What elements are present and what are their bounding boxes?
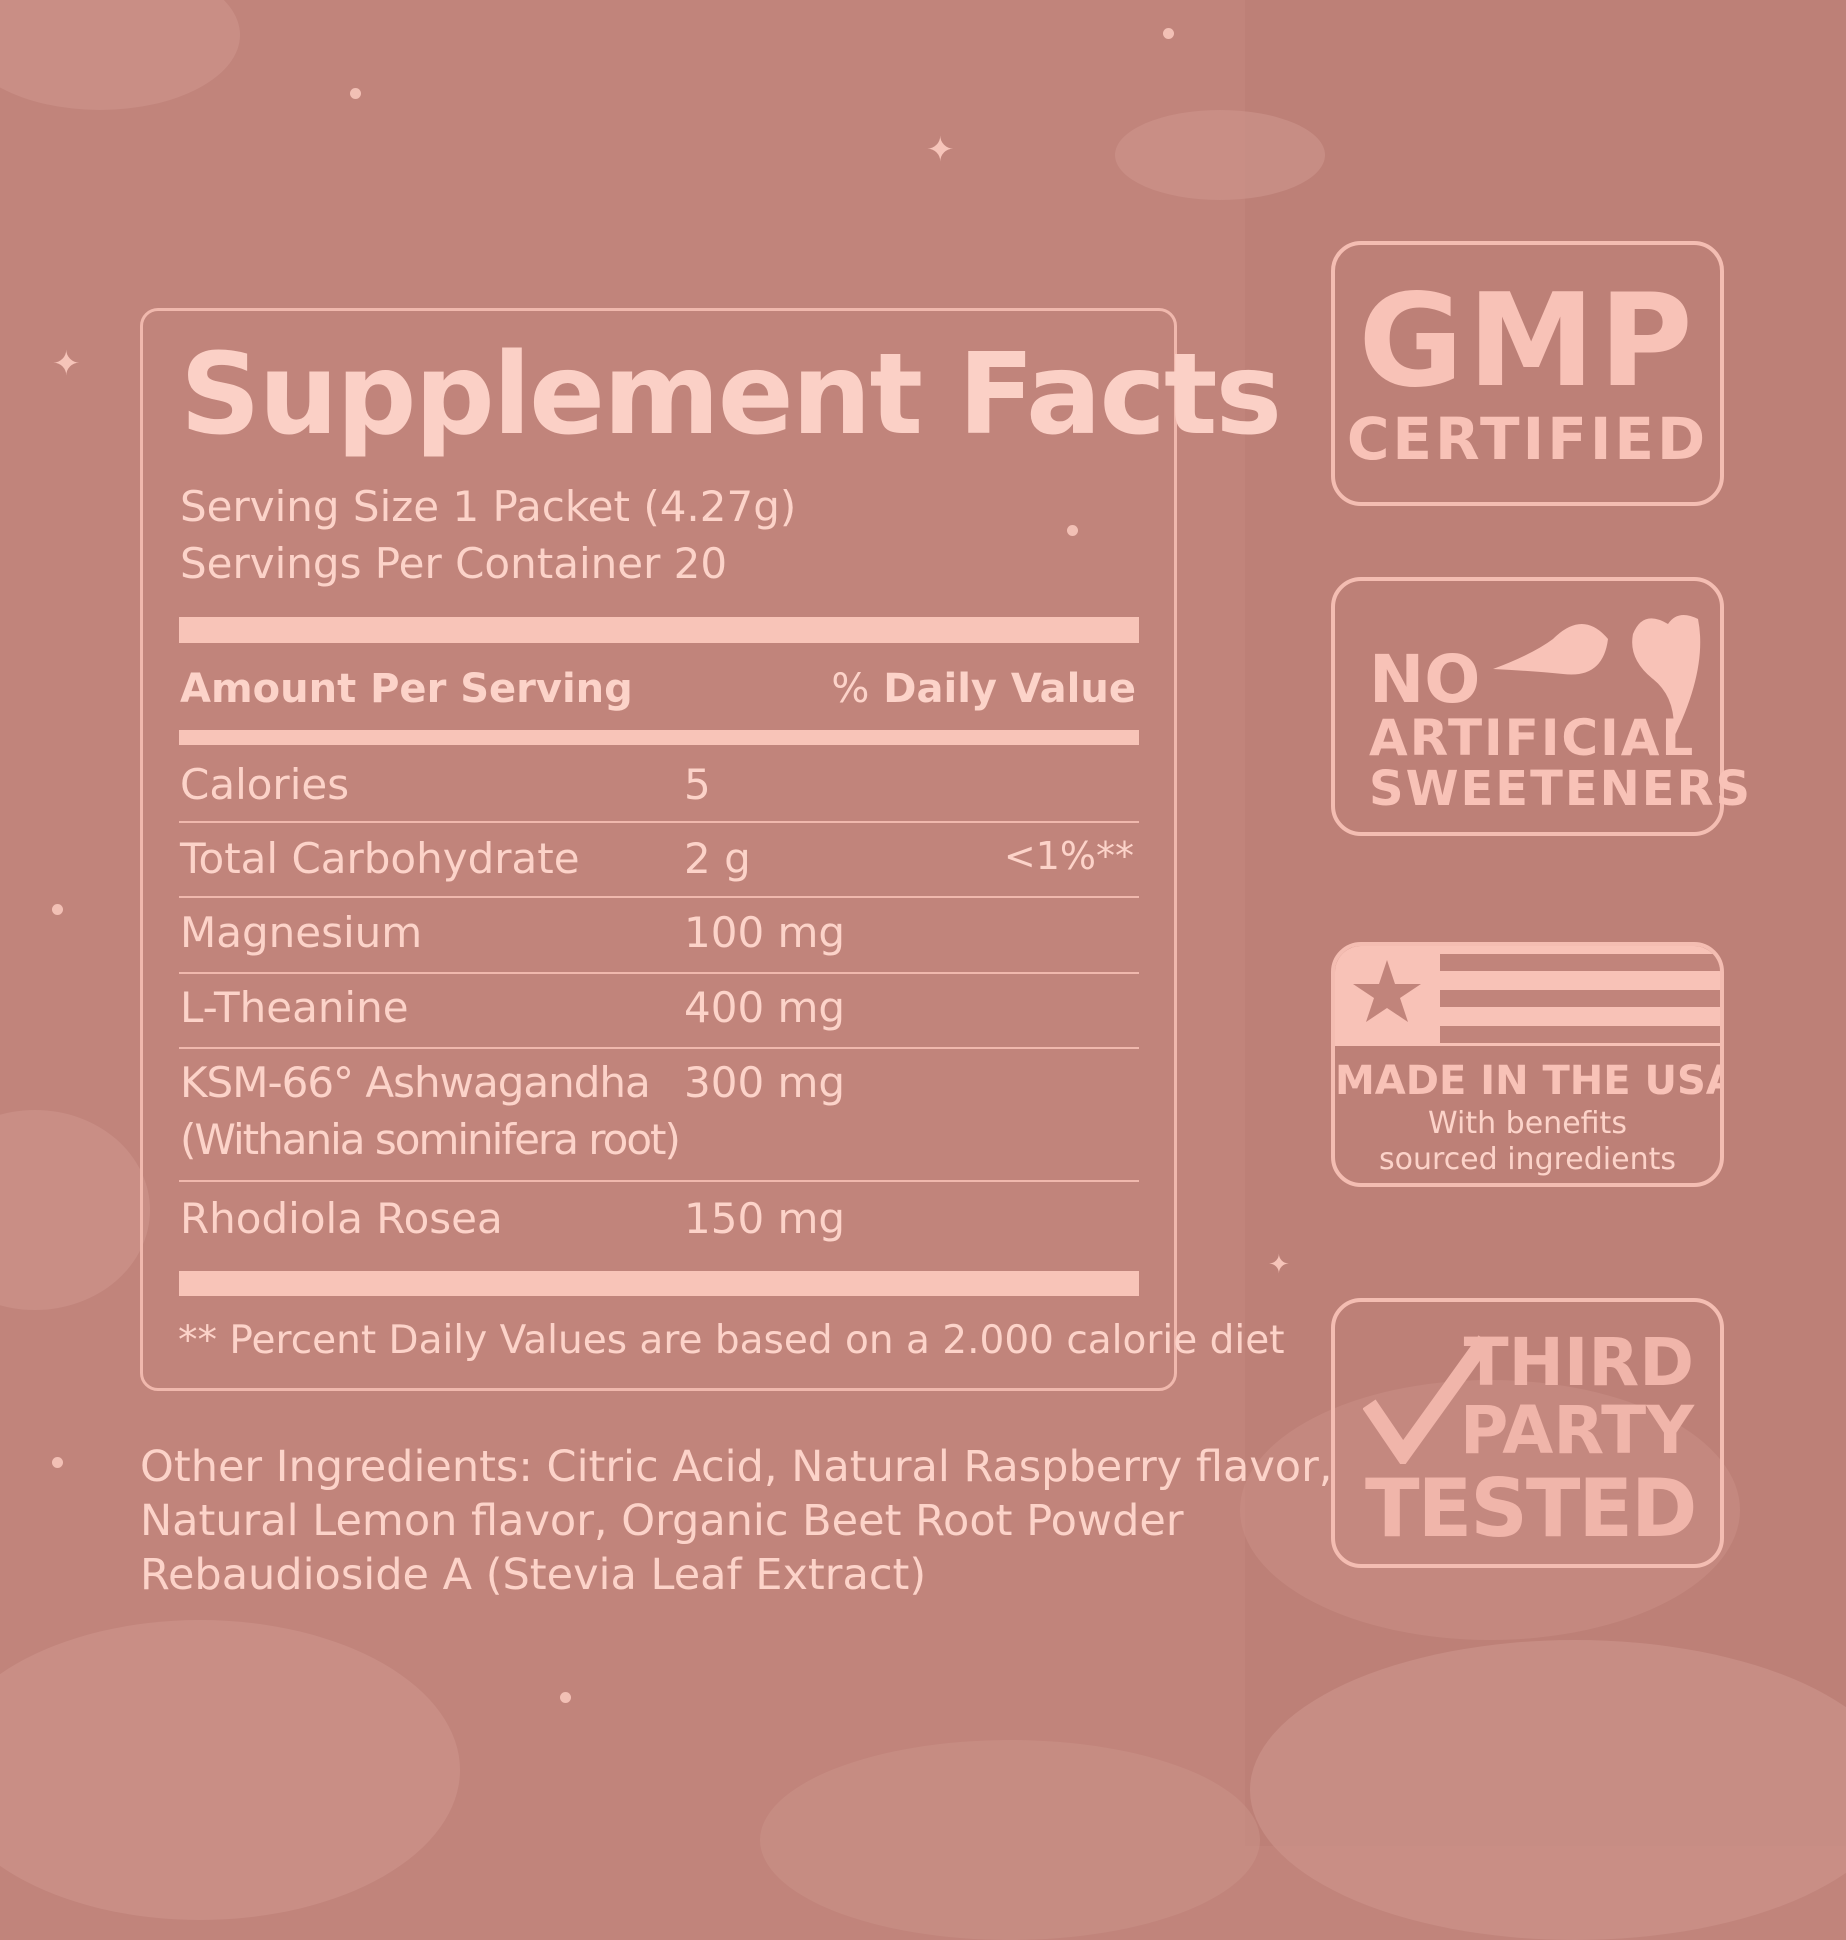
sparkle-icon: ✦ (1268, 1250, 1290, 1280)
cloud-decoration (0, 1110, 150, 1310)
nutrient-name: Total Carbohydrate (180, 834, 580, 883)
nutrient-amount: 2 g (684, 834, 751, 883)
nutrient-amount: 150 mg (684, 1194, 846, 1243)
badge-usa-text: MADE IN THE USA (1335, 1058, 1724, 1104)
sparkle-icon: ✦ (926, 130, 955, 170)
cloud-decoration (1240, 1380, 1740, 1640)
nutrient-dv: <1%** (1003, 834, 1134, 878)
no-artificial-sweeteners-badge: NO ARTIFICIAL SWEETENERS (1331, 577, 1750, 836)
badge-no-text: NO (1369, 641, 1481, 718)
divider-thick (179, 1271, 1139, 1296)
nutrient-amount: 100 mg (684, 908, 846, 957)
row-divider (179, 1180, 1139, 1182)
badge-certified-text: CERTIFIED (1346, 405, 1709, 473)
nutrient-name: L-Theanine (180, 983, 409, 1032)
nutrient-name: Magnesium (180, 908, 423, 957)
gmp-certified-badge: GMP CERTIFIED (1331, 241, 1724, 506)
nutrient-amount: 300 mg (684, 1058, 846, 1107)
row-divider (179, 972, 1139, 974)
dot-decoration (1163, 28, 1174, 39)
dot-decoration (350, 88, 361, 99)
serving-size: Serving Size 1 Packet (4.27g) (180, 482, 797, 531)
nutrient-name: KSM-66° Ashwagandha (180, 1058, 651, 1107)
dot-decoration (560, 1692, 571, 1703)
dv-prefix: % (831, 666, 870, 712)
leaf-icon (1493, 615, 1701, 739)
nutrient-amount: 400 mg (684, 983, 846, 1032)
badge-artificial-text: ARTIFICIAL (1369, 709, 1696, 767)
cloud-decoration (760, 1740, 1260, 1940)
badge-party-text: PARTY (1459, 1392, 1694, 1469)
row-divider (179, 896, 1139, 898)
amount-header: Amount Per Serving (180, 666, 633, 712)
badge-tested-text: TESTED (1365, 1462, 1697, 1555)
footnote: ** Percent Daily Values are based on a 2… (178, 1318, 1285, 1363)
other-ingredients-line: Other Ingredients: Citric Acid, Natural … (140, 1442, 1333, 1492)
dot-decoration (52, 904, 63, 915)
supplement-facts-panel (140, 308, 1177, 1391)
cloud-decoration (0, 1620, 460, 1920)
badge-sweeteners-text: SWEETENERS (1369, 761, 1753, 817)
nutrient-name: Rhodiola Rosea (180, 1194, 503, 1243)
servings-per-container: Servings Per Container 20 (180, 539, 728, 588)
badge-third-text: THIRD (1463, 1324, 1694, 1401)
dot-decoration (52, 1457, 63, 1468)
divider-thick (179, 617, 1139, 643)
flag-icon (1335, 946, 1720, 1046)
row-divider (179, 1047, 1139, 1049)
third-party-tested-badge: THIRD PARTY TESTED (1331, 1298, 1724, 1568)
dot-decoration (1067, 525, 1078, 536)
badge-benefits-text: With benefits (1428, 1106, 1627, 1141)
divider-medium (179, 730, 1139, 745)
dv-label: Daily Value (883, 666, 1136, 712)
checkmark-icon (1363, 1335, 1492, 1464)
made-in-usa-badge: MADE IN THE USA With benefits sourced in… (1331, 942, 1724, 1187)
nutrient-subname: (Withania sominifera root) (180, 1115, 681, 1164)
nutrient-name: Calories (180, 760, 350, 809)
other-ingredients-line: Rebaudioside A (Stevia Leaf Extract) (140, 1550, 927, 1600)
row-divider (179, 821, 1139, 823)
cloud-decoration (0, 0, 240, 110)
badge-sourced-text: sourced ingredients (1379, 1142, 1676, 1177)
sparkle-icon: ✦ (52, 344, 81, 384)
badge-gmp-text: GMP (1358, 267, 1697, 416)
dv-header: % Daily Value (831, 666, 1136, 712)
cloud-decoration (1115, 110, 1325, 200)
facts-title: Supplement Facts (180, 330, 1282, 460)
nutrient-amount: 5 (684, 760, 711, 809)
other-ingredients-line: Natural Lemon flavor, Organic Beet Root … (140, 1496, 1184, 1546)
